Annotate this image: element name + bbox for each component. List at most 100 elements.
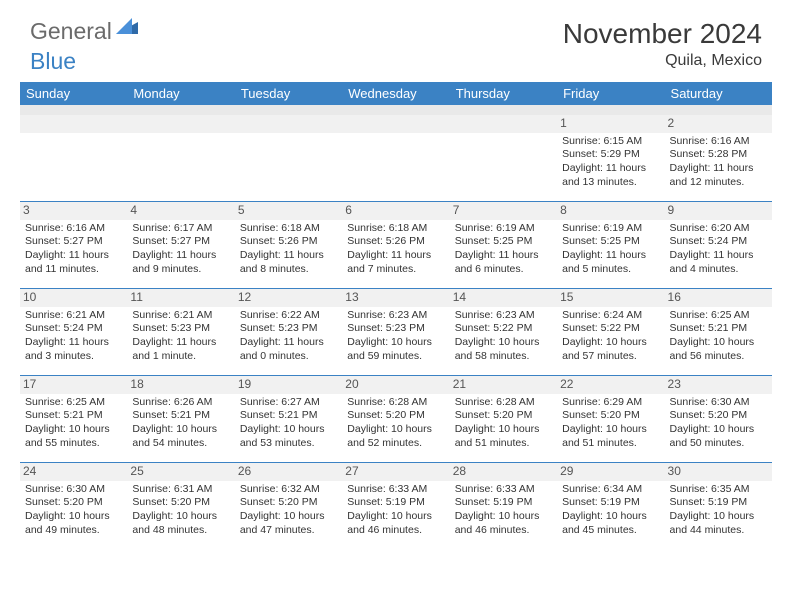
calendar-grid: SundayMondayTuesdayWednesdayThursdayFrid…	[20, 82, 772, 549]
day-detail-line: Sunrise: 6:29 AM	[562, 396, 659, 410]
page-header: General November 2024 Quila, Mexico	[0, 0, 792, 74]
day-detail-line: Sunrise: 6:18 AM	[240, 222, 337, 236]
day-detail-line: and 57 minutes.	[562, 350, 659, 364]
day-detail-line: and 47 minutes.	[240, 524, 337, 538]
day-number: 23	[665, 376, 772, 394]
day-detail-line: and 4 minutes.	[670, 263, 767, 277]
day-number	[342, 115, 449, 133]
day-detail-line: Daylight: 10 hours	[670, 423, 767, 437]
day-cell: 26Sunrise: 6:32 AMSunset: 5:20 PMDayligh…	[235, 463, 342, 549]
day-detail-line: and 59 minutes.	[347, 350, 444, 364]
day-detail-line: Sunset: 5:25 PM	[562, 235, 659, 249]
day-detail-line: and 53 minutes.	[240, 437, 337, 451]
day-cell: 21Sunrise: 6:28 AMSunset: 5:20 PMDayligh…	[450, 376, 557, 462]
day-cell: 30Sunrise: 6:35 AMSunset: 5:19 PMDayligh…	[665, 463, 772, 549]
day-detail-line: Sunset: 5:24 PM	[25, 322, 122, 336]
day-detail-line: and 3 minutes.	[25, 350, 122, 364]
weekday-header: Wednesday	[342, 82, 449, 105]
day-detail-line: Daylight: 10 hours	[455, 423, 552, 437]
day-detail-line: Daylight: 11 hours	[670, 162, 767, 176]
weekday-header: Monday	[127, 82, 234, 105]
day-cell: 20Sunrise: 6:28 AMSunset: 5:20 PMDayligh…	[342, 376, 449, 462]
day-number: 10	[20, 289, 127, 307]
day-number: 18	[127, 376, 234, 394]
day-number: 12	[235, 289, 342, 307]
day-detail-line: Daylight: 10 hours	[562, 423, 659, 437]
day-detail-line: Sunset: 5:22 PM	[562, 322, 659, 336]
day-number: 30	[665, 463, 772, 481]
day-number: 4	[127, 202, 234, 220]
day-detail-line: Sunrise: 6:22 AM	[240, 309, 337, 323]
day-detail-line: Daylight: 11 hours	[132, 336, 229, 350]
day-detail-line: Sunset: 5:20 PM	[132, 496, 229, 510]
day-detail-line: Daylight: 10 hours	[670, 510, 767, 524]
day-cell: 4Sunrise: 6:17 AMSunset: 5:27 PMDaylight…	[127, 202, 234, 288]
day-cell: 19Sunrise: 6:27 AMSunset: 5:21 PMDayligh…	[235, 376, 342, 462]
day-number: 22	[557, 376, 664, 394]
day-cell: 2Sunrise: 6:16 AMSunset: 5:28 PMDaylight…	[665, 115, 772, 201]
day-detail-line: Sunrise: 6:15 AM	[562, 135, 659, 149]
logo-text-blue: Blue	[30, 48, 76, 74]
day-detail-line: Sunrise: 6:23 AM	[455, 309, 552, 323]
day-detail-line: Sunrise: 6:21 AM	[132, 309, 229, 323]
day-number: 13	[342, 289, 449, 307]
day-detail-line: Sunrise: 6:33 AM	[455, 483, 552, 497]
day-detail-line: Sunrise: 6:23 AM	[347, 309, 444, 323]
day-number: 2	[665, 115, 772, 133]
day-detail-line: and 8 minutes.	[240, 263, 337, 277]
day-detail-line: Daylight: 10 hours	[240, 423, 337, 437]
day-detail-line: Daylight: 10 hours	[347, 510, 444, 524]
day-cell: 16Sunrise: 6:25 AMSunset: 5:21 PMDayligh…	[665, 289, 772, 375]
day-number: 3	[20, 202, 127, 220]
day-cell: 7Sunrise: 6:19 AMSunset: 5:25 PMDaylight…	[450, 202, 557, 288]
weekday-header: Thursday	[450, 82, 557, 105]
day-cell: 29Sunrise: 6:34 AMSunset: 5:19 PMDayligh…	[557, 463, 664, 549]
day-cell: 10Sunrise: 6:21 AMSunset: 5:24 PMDayligh…	[20, 289, 127, 375]
logo-triangle-icon	[116, 18, 138, 39]
day-detail-line: Daylight: 11 hours	[562, 249, 659, 263]
day-detail-line: Sunrise: 6:35 AM	[670, 483, 767, 497]
day-detail-line: Daylight: 10 hours	[347, 336, 444, 350]
day-detail-line: Daylight: 11 hours	[562, 162, 659, 176]
day-cell: 12Sunrise: 6:22 AMSunset: 5:23 PMDayligh…	[235, 289, 342, 375]
day-detail-line: and 11 minutes.	[25, 263, 122, 277]
day-detail-line: and 52 minutes.	[347, 437, 444, 451]
week-row: 3Sunrise: 6:16 AMSunset: 5:27 PMDaylight…	[20, 201, 772, 288]
day-cell: 17Sunrise: 6:25 AMSunset: 5:21 PMDayligh…	[20, 376, 127, 462]
day-detail-line: Daylight: 10 hours	[670, 336, 767, 350]
day-detail-line: Sunset: 5:21 PM	[240, 409, 337, 423]
day-detail-line: Sunset: 5:21 PM	[25, 409, 122, 423]
day-number	[127, 115, 234, 133]
day-detail-line: Sunset: 5:20 PM	[455, 409, 552, 423]
day-cell: 23Sunrise: 6:30 AMSunset: 5:20 PMDayligh…	[665, 376, 772, 462]
day-detail-line: Sunrise: 6:26 AM	[132, 396, 229, 410]
day-detail-line: Sunrise: 6:31 AM	[132, 483, 229, 497]
day-cell: 9Sunrise: 6:20 AMSunset: 5:24 PMDaylight…	[665, 202, 772, 288]
day-detail-line: Daylight: 10 hours	[562, 336, 659, 350]
day-detail-line: Daylight: 10 hours	[347, 423, 444, 437]
day-detail-line: and 58 minutes.	[455, 350, 552, 364]
day-detail-line: Daylight: 10 hours	[455, 336, 552, 350]
day-detail-line: Daylight: 10 hours	[562, 510, 659, 524]
weekday-header: Friday	[557, 82, 664, 105]
day-number	[450, 115, 557, 133]
weekday-header: Tuesday	[235, 82, 342, 105]
day-number: 5	[235, 202, 342, 220]
day-detail-line: and 51 minutes.	[562, 437, 659, 451]
logo-text-general: General	[30, 18, 112, 45]
day-number: 20	[342, 376, 449, 394]
day-detail-line: and 7 minutes.	[347, 263, 444, 277]
sub-header-row	[20, 105, 772, 115]
day-number: 7	[450, 202, 557, 220]
day-number	[235, 115, 342, 133]
day-detail-line: Sunset: 5:23 PM	[347, 322, 444, 336]
day-cell: 1Sunrise: 6:15 AMSunset: 5:29 PMDaylight…	[557, 115, 664, 201]
day-detail-line: and 50 minutes.	[670, 437, 767, 451]
day-detail-line: Sunrise: 6:19 AM	[455, 222, 552, 236]
day-detail-line: Sunrise: 6:30 AM	[670, 396, 767, 410]
day-detail-line: Sunset: 5:19 PM	[562, 496, 659, 510]
day-detail-line: Sunset: 5:20 PM	[562, 409, 659, 423]
day-detail-line: and 12 minutes.	[670, 176, 767, 190]
day-detail-line: and 1 minute.	[132, 350, 229, 364]
day-detail-line: Sunset: 5:20 PM	[347, 409, 444, 423]
